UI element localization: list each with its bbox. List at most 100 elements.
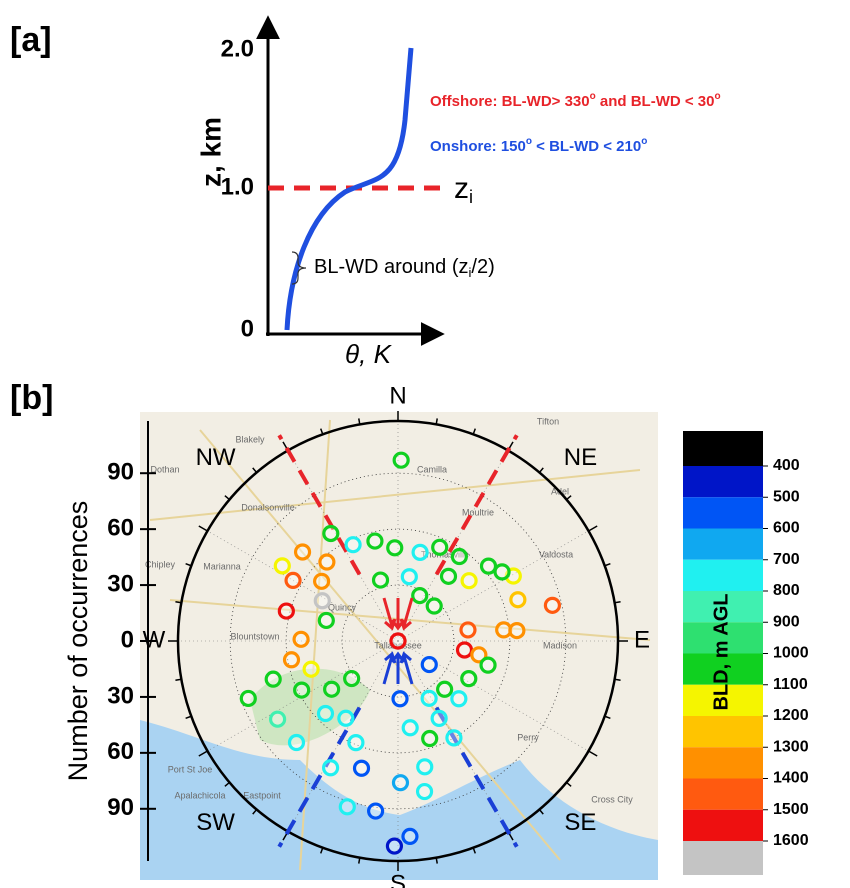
map-label: Cross City bbox=[591, 794, 633, 804]
direction-label: NW bbox=[196, 444, 236, 471]
direction-label: SE bbox=[564, 809, 596, 836]
point bbox=[340, 800, 354, 814]
point bbox=[458, 643, 472, 657]
colorbar-tick-label: 900 bbox=[773, 613, 800, 630]
point bbox=[374, 573, 388, 587]
point bbox=[324, 761, 338, 775]
map-label: Valdosta bbox=[539, 549, 573, 559]
outer-tick bbox=[359, 858, 360, 864]
colorbar-band bbox=[683, 466, 763, 497]
point bbox=[438, 682, 452, 696]
point bbox=[319, 613, 333, 627]
point bbox=[447, 731, 461, 745]
colorbar-band bbox=[683, 497, 763, 528]
map-label: Blakely bbox=[235, 434, 265, 444]
onshore-note: Onshore: 150o < BL-WD < 210o bbox=[430, 136, 647, 155]
point bbox=[433, 540, 447, 554]
colorbar-tick-label: 1600 bbox=[773, 832, 809, 849]
point bbox=[495, 565, 509, 579]
point bbox=[462, 672, 476, 686]
outer-tick bbox=[436, 418, 437, 424]
point bbox=[510, 624, 524, 638]
r-tick-label: 0 bbox=[121, 626, 134, 653]
outer-tick bbox=[359, 418, 360, 424]
colorbar-tick-label: 400 bbox=[773, 457, 800, 474]
point bbox=[418, 785, 432, 799]
point bbox=[462, 574, 476, 588]
y-axis-label: z, km bbox=[195, 117, 226, 187]
point bbox=[391, 634, 405, 648]
direction-label: NE bbox=[564, 444, 597, 471]
zi-label: zi bbox=[454, 172, 473, 207]
figure: [a] 2.0 1.0 0 z, km θ, K zi BL-WD around… bbox=[0, 0, 850, 888]
point bbox=[394, 453, 408, 467]
point bbox=[315, 594, 329, 608]
r-tick-label: 90 bbox=[107, 459, 134, 486]
colorbar-tick-label: 500 bbox=[773, 488, 800, 505]
map-label: Port St Joe bbox=[168, 764, 213, 774]
point bbox=[461, 623, 475, 637]
point bbox=[296, 545, 310, 559]
annotation: BL-WD around (zi/2) bbox=[314, 256, 495, 280]
map-label: Tifton bbox=[537, 416, 559, 426]
point bbox=[324, 526, 338, 540]
point bbox=[423, 732, 437, 746]
colorbar-tick-label: 800 bbox=[773, 582, 800, 599]
point bbox=[325, 682, 339, 696]
note-text: < BL-WD < 210 bbox=[532, 138, 641, 155]
point bbox=[349, 736, 363, 750]
point bbox=[315, 574, 329, 588]
r-axis-label: Number of occurrences bbox=[63, 501, 93, 782]
point bbox=[266, 672, 280, 686]
point bbox=[481, 658, 495, 672]
colorbar-tick-label: 1300 bbox=[773, 738, 809, 755]
point bbox=[545, 598, 559, 612]
note-text: Offshore: BL-WD> 330 bbox=[430, 93, 590, 110]
map-label: Apalachicola bbox=[174, 790, 225, 800]
colorbar-tick-label: 1500 bbox=[773, 801, 809, 818]
point bbox=[393, 776, 407, 790]
colorbar-label: BLD, m AGL bbox=[710, 593, 732, 710]
r-tick-label: 30 bbox=[107, 570, 134, 597]
point bbox=[418, 760, 432, 774]
page: {"panel_a": { "label": "[a]", "y_axis_la… bbox=[0, 0, 850, 888]
colorbar-tick-label: 700 bbox=[773, 551, 800, 568]
direction-label: E bbox=[634, 626, 650, 653]
map-label: Camilla bbox=[417, 464, 447, 474]
point bbox=[403, 721, 417, 735]
point bbox=[339, 711, 353, 725]
colorbar-tick-label: 1000 bbox=[773, 645, 809, 662]
point bbox=[442, 569, 456, 583]
colorbar-band bbox=[683, 841, 763, 875]
panel-label: [b] bbox=[10, 379, 53, 417]
outer-tick bbox=[175, 602, 181, 603]
map-label: Moultrie bbox=[462, 507, 494, 517]
r-tick-label: 90 bbox=[107, 794, 134, 821]
direction-label: SW bbox=[196, 809, 235, 836]
outer-tick bbox=[615, 602, 621, 603]
colorbar-band bbox=[683, 747, 763, 778]
direction-label: W bbox=[143, 626, 166, 653]
map-label: Perry bbox=[517, 732, 539, 742]
colorbar-band bbox=[683, 431, 763, 466]
point bbox=[413, 545, 427, 559]
point bbox=[511, 593, 525, 607]
point bbox=[279, 604, 293, 618]
point bbox=[403, 829, 417, 843]
point bbox=[432, 711, 446, 725]
direction-label: S bbox=[390, 870, 406, 888]
colorbar-band bbox=[683, 779, 763, 810]
colorbar-band bbox=[683, 716, 763, 747]
point bbox=[241, 691, 255, 705]
point bbox=[275, 559, 289, 573]
point bbox=[393, 692, 407, 706]
offshore-note: Offshore: BL-WD> 330o and BL-WD < 30o bbox=[430, 91, 721, 110]
point bbox=[369, 804, 383, 818]
x-axis-label: θ, K bbox=[345, 339, 393, 369]
outer-tick bbox=[175, 679, 181, 680]
direction-label: N bbox=[389, 382, 406, 409]
point bbox=[295, 683, 309, 697]
point bbox=[320, 555, 334, 569]
map-label: Chipley bbox=[145, 559, 176, 569]
note-text: and BL-WD < 30 bbox=[596, 93, 715, 110]
